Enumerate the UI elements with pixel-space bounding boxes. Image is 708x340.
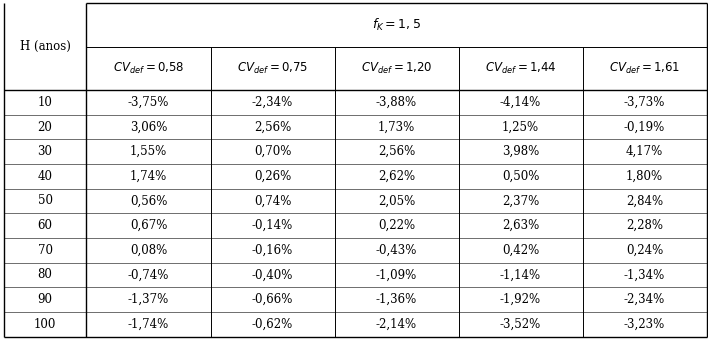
- Text: -0,62%: -0,62%: [252, 318, 293, 331]
- Text: 10: 10: [38, 96, 52, 109]
- Text: 2,63%: 2,63%: [502, 219, 539, 232]
- Text: 0,22%: 0,22%: [378, 219, 415, 232]
- Text: $CV_{def} = 0{,}58$: $CV_{def} = 0{,}58$: [113, 61, 184, 76]
- Text: -0,43%: -0,43%: [376, 244, 417, 257]
- Text: -1,92%: -1,92%: [500, 293, 541, 306]
- Text: 0,26%: 0,26%: [254, 170, 291, 183]
- Text: -0,14%: -0,14%: [252, 219, 293, 232]
- Text: -3,23%: -3,23%: [624, 318, 666, 331]
- Text: -3,52%: -3,52%: [500, 318, 541, 331]
- Text: 0,56%: 0,56%: [130, 194, 167, 207]
- Text: -3,73%: -3,73%: [624, 96, 666, 109]
- Text: -2,34%: -2,34%: [624, 293, 666, 306]
- Text: 2,28%: 2,28%: [626, 219, 663, 232]
- Text: -0,16%: -0,16%: [252, 244, 293, 257]
- Text: -1,37%: -1,37%: [128, 293, 169, 306]
- Text: $f_K = 1,5$: $f_K = 1,5$: [372, 17, 421, 33]
- Text: 0,24%: 0,24%: [626, 244, 663, 257]
- Text: 20: 20: [38, 120, 52, 134]
- Text: -3,88%: -3,88%: [376, 96, 417, 109]
- Text: 2,56%: 2,56%: [378, 145, 415, 158]
- Text: 3,06%: 3,06%: [130, 120, 167, 134]
- Text: $CV_{def} = 1{,}61$: $CV_{def} = 1{,}61$: [609, 61, 680, 76]
- Text: -2,14%: -2,14%: [376, 318, 417, 331]
- Text: 3,98%: 3,98%: [502, 145, 539, 158]
- Text: -0,19%: -0,19%: [624, 120, 666, 134]
- Text: -1,74%: -1,74%: [128, 318, 169, 331]
- Text: 70: 70: [38, 244, 52, 257]
- Text: 50: 50: [38, 194, 52, 207]
- Text: -1,36%: -1,36%: [376, 293, 417, 306]
- Text: -2,34%: -2,34%: [252, 96, 293, 109]
- Text: $CV_{def} = 1{,}20$: $CV_{def} = 1{,}20$: [361, 61, 433, 76]
- Text: 40: 40: [38, 170, 52, 183]
- Text: -0,66%: -0,66%: [252, 293, 293, 306]
- Text: -4,14%: -4,14%: [500, 96, 541, 109]
- Text: 0,50%: 0,50%: [502, 170, 539, 183]
- Text: 1,80%: 1,80%: [626, 170, 663, 183]
- Text: 0,74%: 0,74%: [254, 194, 291, 207]
- Text: 100: 100: [34, 318, 56, 331]
- Text: 2,37%: 2,37%: [502, 194, 539, 207]
- Text: -3,75%: -3,75%: [128, 96, 169, 109]
- Text: 80: 80: [38, 269, 52, 282]
- Text: 0,67%: 0,67%: [130, 219, 167, 232]
- Text: -1,14%: -1,14%: [500, 269, 541, 282]
- Text: 1,55%: 1,55%: [130, 145, 167, 158]
- Text: -0,74%: -0,74%: [128, 269, 169, 282]
- Text: 4,17%: 4,17%: [626, 145, 663, 158]
- Text: 1,74%: 1,74%: [130, 170, 167, 183]
- Text: H (anos): H (anos): [20, 40, 71, 53]
- Text: 2,05%: 2,05%: [378, 194, 415, 207]
- Text: -1,09%: -1,09%: [376, 269, 417, 282]
- Text: 30: 30: [38, 145, 52, 158]
- Text: 1,25%: 1,25%: [502, 120, 539, 134]
- Text: 0,70%: 0,70%: [254, 145, 291, 158]
- Text: -0,40%: -0,40%: [252, 269, 293, 282]
- Text: -1,34%: -1,34%: [624, 269, 666, 282]
- Text: 2,84%: 2,84%: [626, 194, 663, 207]
- Text: 60: 60: [38, 219, 52, 232]
- Text: 2,62%: 2,62%: [378, 170, 415, 183]
- Text: 0,08%: 0,08%: [130, 244, 167, 257]
- Text: 0,42%: 0,42%: [502, 244, 539, 257]
- Text: 1,73%: 1,73%: [378, 120, 415, 134]
- Text: $CV_{def} = 0{,}75$: $CV_{def} = 0{,}75$: [237, 61, 308, 76]
- Text: 2,56%: 2,56%: [254, 120, 291, 134]
- Text: $CV_{def} = 1{,}44$: $CV_{def} = 1{,}44$: [485, 61, 556, 76]
- Text: 90: 90: [38, 293, 52, 306]
